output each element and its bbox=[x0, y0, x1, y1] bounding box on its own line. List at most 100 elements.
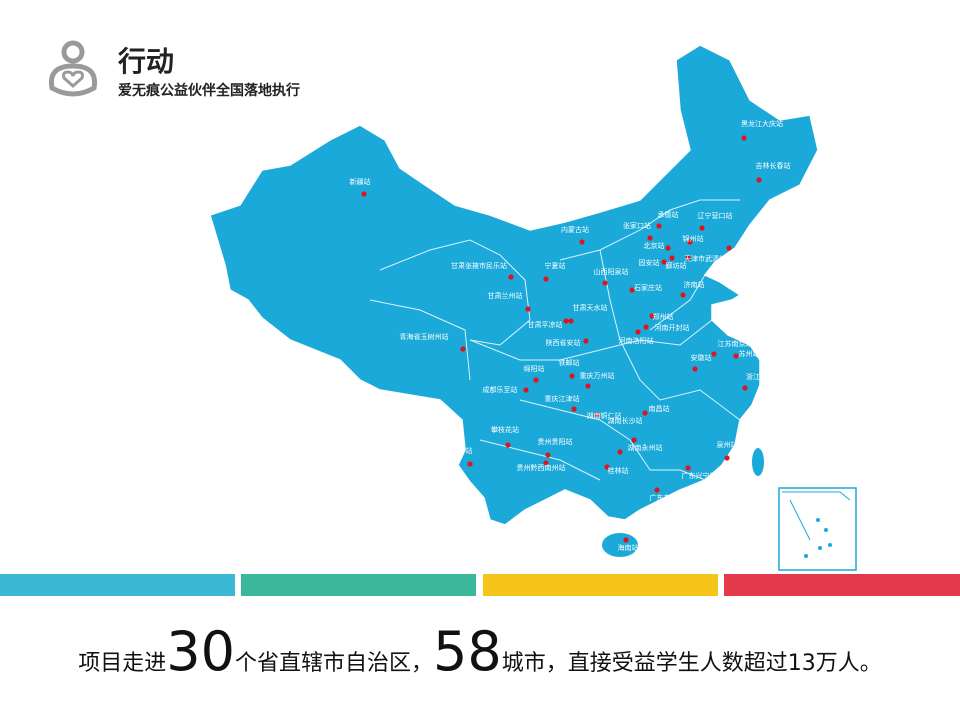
station-label: 重庆江津站 bbox=[545, 394, 580, 403]
station-label: 辽宁营口站 bbox=[698, 211, 733, 220]
station-label: 天津市武清站 bbox=[684, 254, 726, 263]
station-dot bbox=[680, 292, 686, 298]
station-dot bbox=[647, 235, 653, 241]
station-dot bbox=[631, 437, 637, 443]
summary-text: 个省直辖市自治区， bbox=[235, 651, 434, 676]
station-label: 山西阳泉站 bbox=[594, 267, 629, 276]
hainan bbox=[602, 533, 638, 557]
station-dot bbox=[563, 318, 569, 324]
station-label: 河南开封站 bbox=[655, 323, 690, 332]
station-label: 甘肃兰州站 bbox=[488, 291, 523, 300]
station-label: 贵州贵阳站 bbox=[538, 437, 573, 446]
station-label: 南昌站 bbox=[649, 404, 670, 413]
station-label: 浙江省宁海站 bbox=[746, 372, 788, 381]
summary-text: 城市，直接受益学生人数超过13万人。 bbox=[501, 651, 882, 676]
station-label: 江苏南京站 bbox=[718, 339, 753, 348]
station-label: 攀枝花站 bbox=[491, 425, 519, 434]
station-label: 锦州站 bbox=[683, 234, 704, 243]
province-borders bbox=[369, 199, 741, 481]
station-label: 桂林站 bbox=[608, 466, 629, 475]
inset bbox=[778, 487, 857, 571]
station-label: 甘肃张掖市民乐站 bbox=[451, 261, 507, 270]
station-dot bbox=[602, 280, 608, 286]
station-label: 绵阳站 bbox=[524, 364, 545, 373]
station-dot bbox=[617, 449, 623, 455]
station-label: 石家庄站 bbox=[634, 283, 662, 292]
summary: 项目走进30个省直辖市自治区，58城市，直接受益学生人数超过13万人。 bbox=[0, 620, 960, 683]
station-dot bbox=[460, 346, 466, 352]
summary-number: 30 bbox=[166, 620, 235, 683]
summary-text: 项目走进 bbox=[78, 651, 167, 676]
station-label: 湖南铜仁站 bbox=[587, 411, 622, 420]
station-dot bbox=[742, 385, 748, 391]
station-label: 新疆站 bbox=[350, 177, 371, 186]
station-label: 甘肃天水站 bbox=[573, 303, 608, 312]
station-dot bbox=[505, 442, 511, 448]
station-dot bbox=[733, 353, 739, 359]
station-dot bbox=[543, 276, 549, 282]
station-dot bbox=[525, 306, 531, 312]
station-dot bbox=[741, 135, 747, 141]
station-label: 贵州黔西南州站 bbox=[517, 463, 566, 472]
station-label: 固安站 bbox=[639, 258, 660, 267]
station-dot bbox=[665, 245, 671, 251]
station-label: 青海省玉树州站 bbox=[400, 332, 449, 341]
station-dot bbox=[726, 245, 732, 251]
station-dot bbox=[508, 274, 514, 280]
station-dot bbox=[361, 191, 367, 197]
station-dot bbox=[656, 223, 662, 229]
station-label: 北京站 bbox=[644, 241, 665, 250]
station-dot bbox=[583, 338, 589, 344]
station-dot bbox=[692, 366, 698, 372]
summary-number: 58 bbox=[433, 620, 502, 683]
station-dot bbox=[543, 460, 549, 466]
station-dot bbox=[623, 537, 629, 543]
logo bbox=[48, 40, 98, 97]
station-dot bbox=[711, 351, 717, 357]
station-dot bbox=[571, 406, 577, 412]
station-dot bbox=[523, 387, 529, 393]
station-dot bbox=[585, 383, 591, 389]
station-dot bbox=[635, 329, 641, 335]
station-label: 内蒙古站 bbox=[561, 225, 589, 234]
station-dot bbox=[661, 259, 667, 265]
station-dot bbox=[642, 410, 648, 416]
station-label: 甘肃平凉站 bbox=[528, 320, 563, 329]
station-label: 济南站 bbox=[684, 280, 705, 289]
station-label: 安徽站 bbox=[691, 353, 712, 362]
station-dot bbox=[579, 239, 585, 245]
station-label: 承德站 bbox=[658, 210, 679, 219]
subtitle: 爱无痕公益伙伴全国落地执行 bbox=[118, 83, 300, 99]
station-label: 宁夏站 bbox=[545, 261, 566, 270]
station-dot bbox=[654, 487, 660, 493]
station-dot bbox=[685, 255, 691, 261]
station-label: 湖南长沙站 bbox=[608, 416, 643, 425]
station-label: 广东兴宁站 bbox=[682, 471, 717, 480]
station-dot bbox=[669, 255, 675, 261]
station-label: 湖南永州站 bbox=[628, 443, 663, 452]
station-dot bbox=[467, 461, 473, 467]
station-label: 泉州站 bbox=[717, 440, 738, 449]
title: 行动 bbox=[118, 45, 175, 78]
color-bars bbox=[0, 574, 960, 596]
station-label: 吉林长春站 bbox=[756, 161, 791, 170]
station-label: 大连金州站 bbox=[735, 247, 770, 256]
china-map bbox=[209, 44, 819, 526]
station-label: 重庆万州站 bbox=[580, 371, 615, 380]
station-label: 铁邮站 bbox=[559, 358, 580, 367]
taiwan bbox=[752, 448, 764, 476]
station-dot bbox=[604, 464, 610, 470]
station-label: 陕西省安站 bbox=[546, 338, 581, 347]
station-dot bbox=[533, 377, 539, 383]
station-dot bbox=[594, 412, 600, 418]
station-dot bbox=[649, 313, 655, 319]
station-label: 苏州站 bbox=[739, 349, 760, 358]
station-label: 广东东莞站 bbox=[650, 493, 685, 502]
station-label: 张家口站 bbox=[623, 221, 651, 230]
station-dot bbox=[685, 465, 691, 471]
station-dot bbox=[629, 287, 635, 293]
station-dot bbox=[569, 373, 575, 379]
station-dot bbox=[724, 455, 730, 461]
